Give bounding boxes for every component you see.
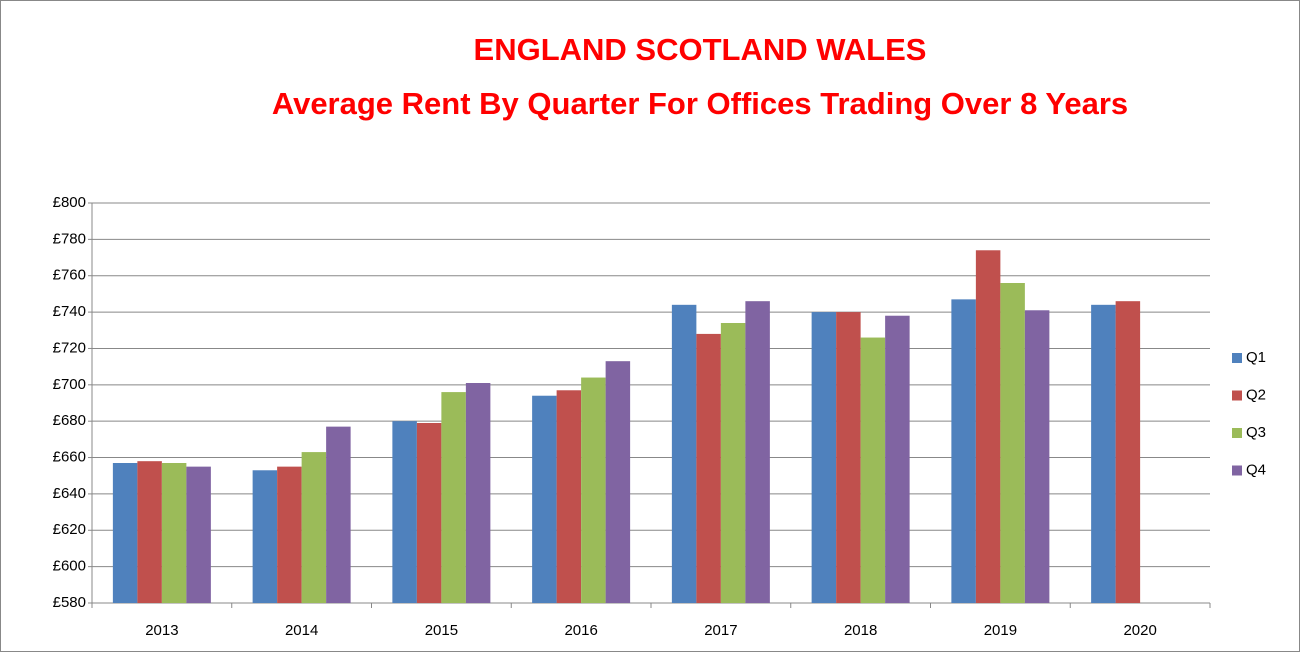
legend-label: Q2 — [1246, 386, 1266, 403]
y-tick-label: £640 — [53, 485, 86, 502]
chart-title: ENGLAND SCOTLAND WALES — [474, 32, 927, 67]
bar — [1024, 310, 1050, 603]
x-tick-label: 2014 — [285, 622, 318, 639]
bar — [951, 299, 976, 603]
y-tick-label: £780 — [53, 230, 86, 247]
legend-label: Q1 — [1246, 349, 1266, 366]
legend-label: Q4 — [1246, 461, 1266, 478]
y-tick-label: £600 — [53, 558, 86, 575]
y-tick-label: £680 — [53, 412, 86, 429]
bar — [326, 426, 351, 603]
bar — [720, 323, 746, 603]
bar — [581, 377, 606, 603]
bar — [811, 312, 837, 603]
bar — [277, 466, 302, 603]
bar — [1000, 283, 1025, 603]
bar — [836, 312, 861, 603]
bar — [465, 383, 491, 603]
bar — [885, 315, 910, 603]
bar — [671, 304, 697, 603]
y-tick-label: £580 — [53, 594, 86, 611]
bar — [1091, 304, 1116, 603]
x-tick-label: 2018 — [844, 622, 877, 639]
bar — [252, 470, 278, 603]
bar — [696, 333, 721, 603]
bar — [416, 423, 442, 603]
x-tick-label: 2017 — [704, 622, 737, 639]
x-tick-label: 2019 — [984, 622, 1017, 639]
y-tick-label: £620 — [53, 521, 86, 538]
x-tick-label: 2015 — [425, 622, 458, 639]
x-tick-label: 2020 — [1123, 622, 1156, 639]
y-tick-label: £720 — [53, 339, 86, 356]
y-tick-label: £660 — [53, 449, 86, 466]
x-tick-label: 2013 — [145, 622, 178, 639]
y-tick-label: £800 — [53, 194, 86, 211]
y-tick-label: £760 — [53, 267, 86, 284]
legend-swatch — [1232, 353, 1242, 363]
legend-swatch — [1232, 390, 1242, 401]
bar — [112, 463, 138, 603]
bar — [605, 361, 631, 603]
y-tick-label: £700 — [53, 376, 86, 393]
y-tick-label: £740 — [53, 303, 86, 320]
bar — [975, 250, 1001, 604]
bar — [137, 461, 162, 603]
bar — [161, 463, 187, 603]
x-tick-label: 2016 — [564, 622, 597, 639]
bar — [745, 301, 770, 603]
bar — [392, 421, 417, 603]
legend-label: Q3 — [1246, 424, 1266, 441]
legend-swatch — [1232, 465, 1242, 476]
bar — [186, 466, 211, 603]
chart-subtitle: Average Rent By Quarter For Offices Trad… — [272, 86, 1128, 121]
bar — [441, 392, 466, 603]
bar — [1115, 301, 1141, 603]
legend-swatch — [1232, 428, 1242, 438]
bar — [532, 395, 557, 603]
bar — [301, 452, 327, 603]
bar — [860, 337, 886, 603]
bar — [556, 390, 582, 603]
